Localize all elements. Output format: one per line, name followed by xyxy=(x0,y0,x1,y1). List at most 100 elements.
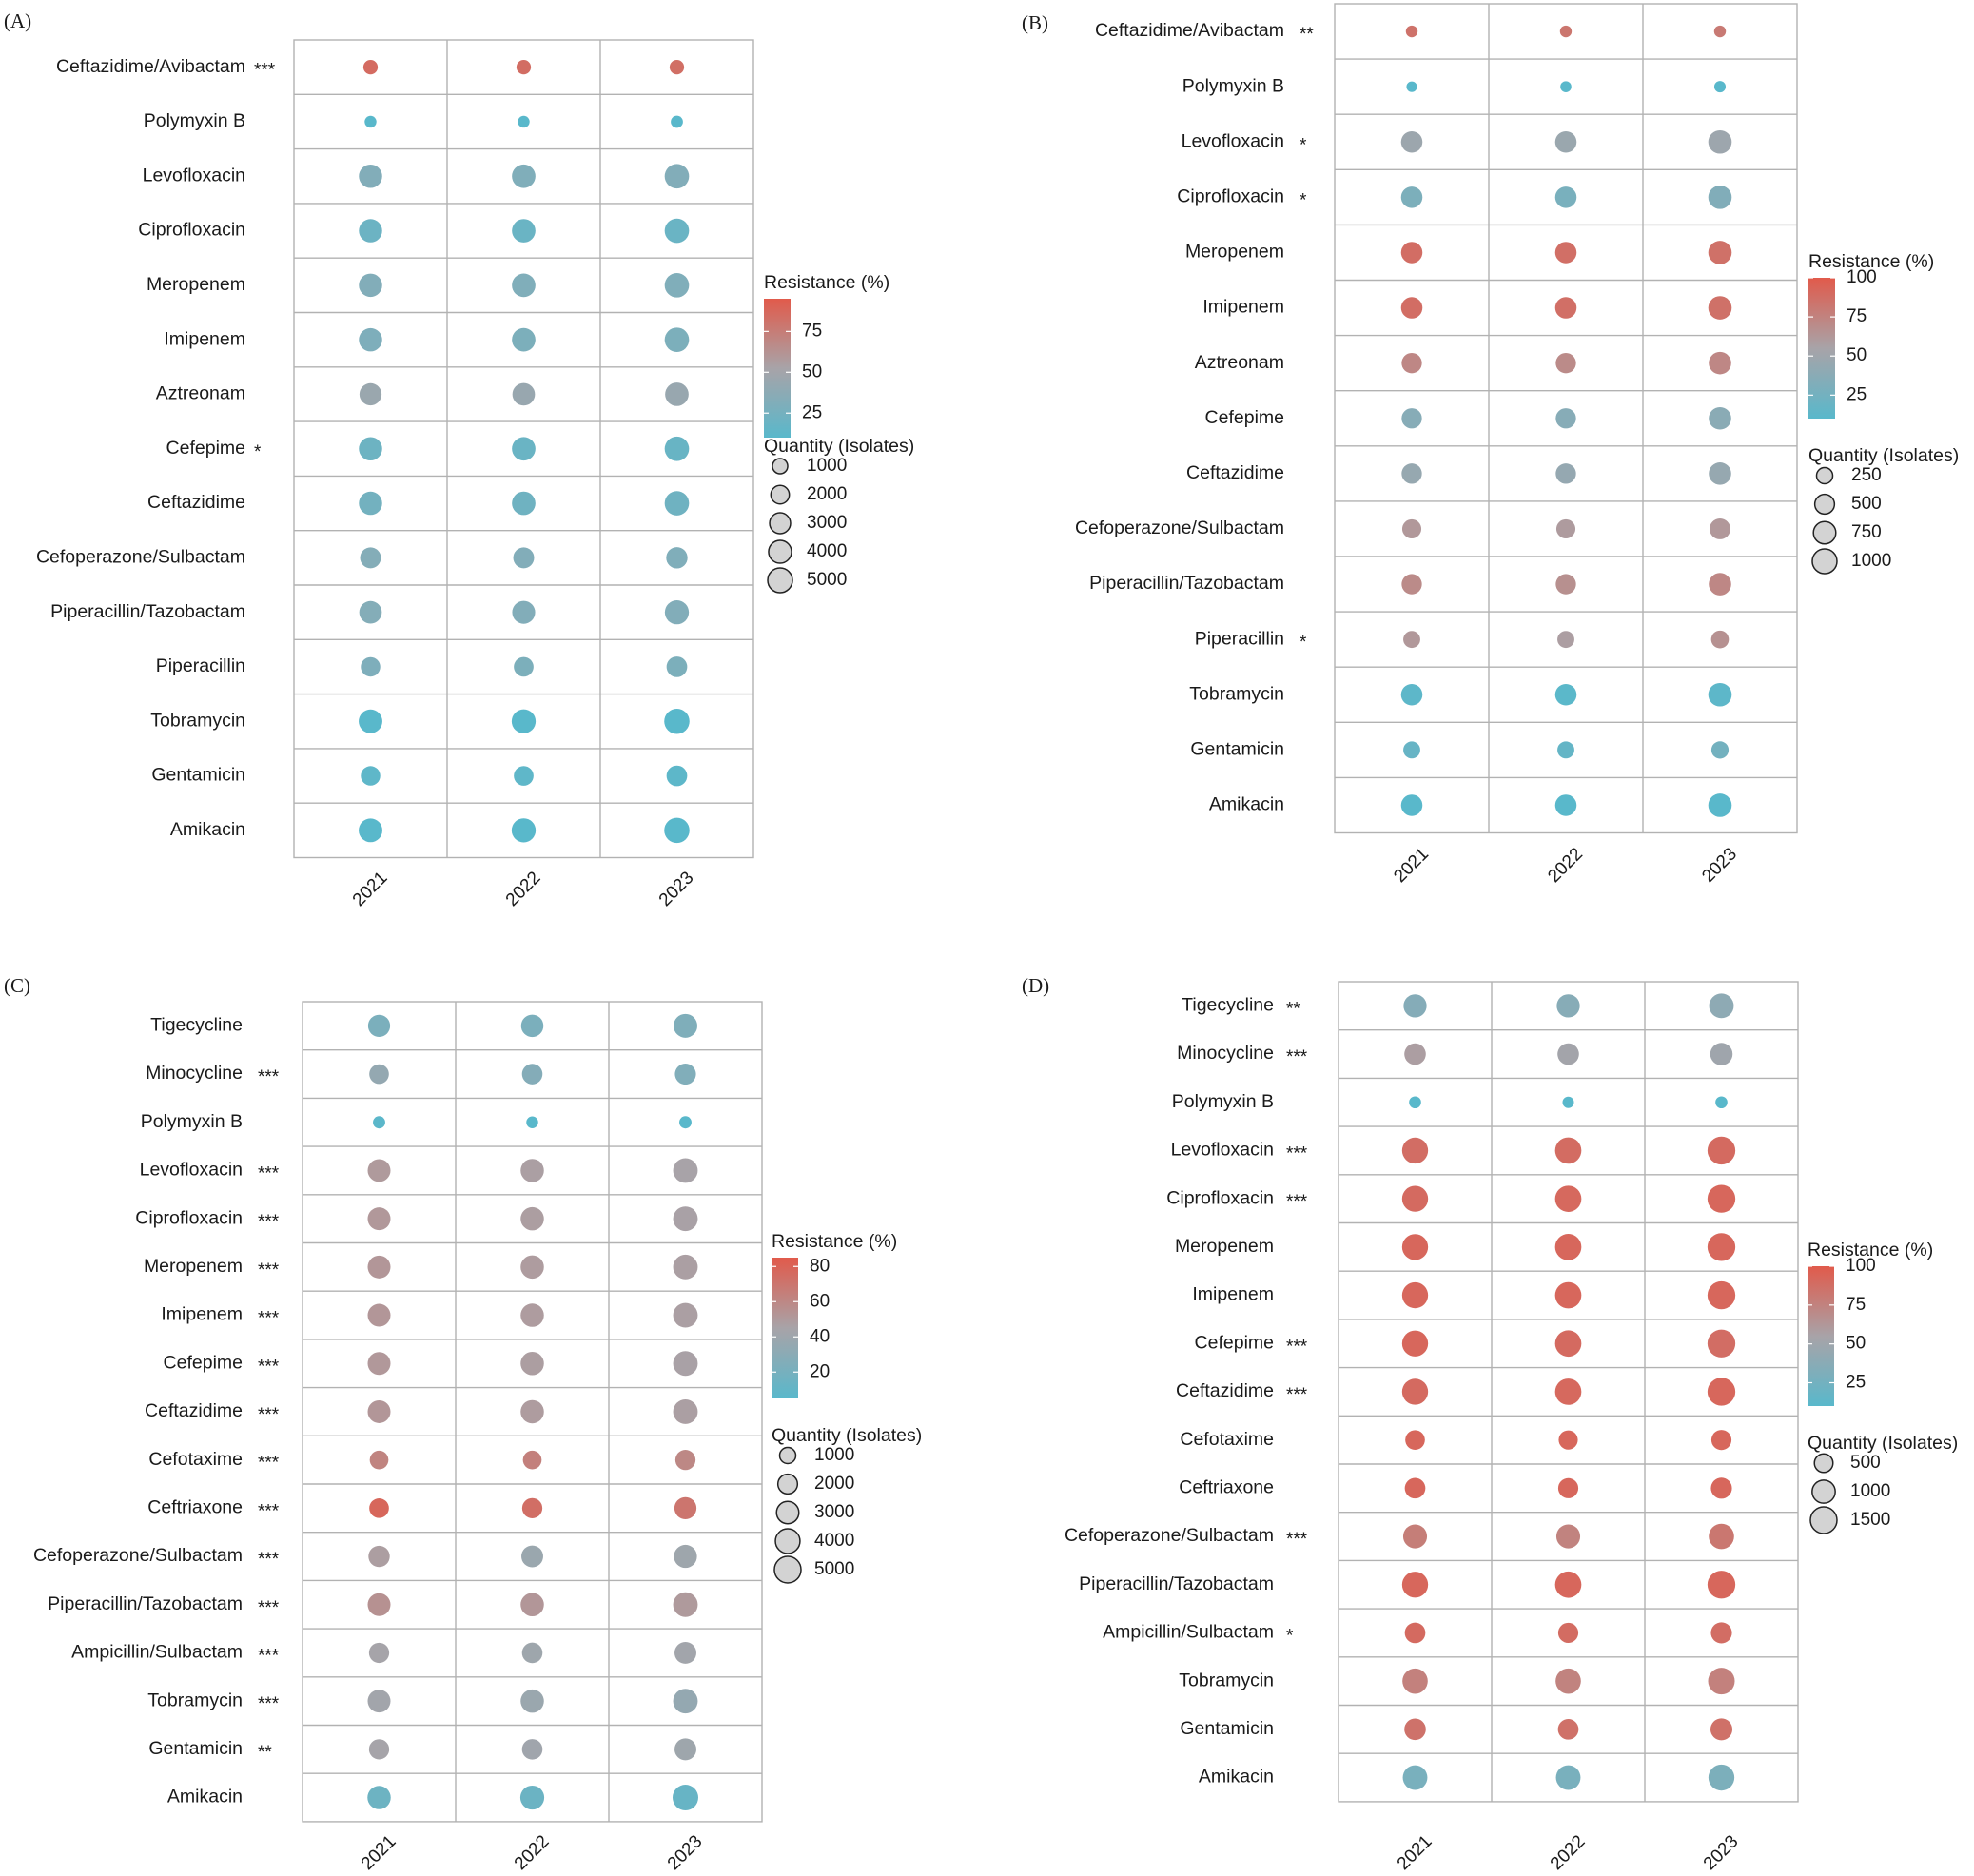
drug-label: Aztreonam xyxy=(156,383,245,404)
data-point xyxy=(514,656,534,677)
data-point xyxy=(673,1689,698,1714)
drug-label: Cefoperazone/Sulbactam xyxy=(1065,1525,1274,1546)
significance-stars: *** xyxy=(1286,1530,1308,1550)
data-point xyxy=(1710,1043,1733,1065)
x-tick-label: 2023 xyxy=(655,868,698,910)
drug-label: Ampicillin/Sulbactam xyxy=(71,1642,243,1663)
drug-label: Levofloxacin xyxy=(140,1160,243,1181)
data-point xyxy=(359,437,382,460)
data-point xyxy=(1707,1571,1736,1599)
data-point xyxy=(1707,1378,1736,1406)
data-point xyxy=(1555,1765,1581,1790)
data-point xyxy=(1713,81,1727,93)
data-point xyxy=(519,1785,545,1810)
panel-a: (A) Ceftazidime/Avibactam *** Polymyxin B Le… xyxy=(4,10,914,910)
data-point xyxy=(1710,1718,1733,1741)
panel-label: (A) xyxy=(4,10,31,32)
significance-stars: *** xyxy=(1286,1385,1308,1405)
drug-label: Piperacillin/Tazobactam xyxy=(50,601,245,622)
data-point xyxy=(1710,1622,1732,1644)
data-point xyxy=(673,1399,698,1424)
color-legend-label: 25 xyxy=(1846,1373,1866,1393)
data-point xyxy=(1402,1668,1428,1694)
data-point xyxy=(666,765,688,787)
data-point xyxy=(512,600,536,624)
size-legend-label: 2000 xyxy=(814,1474,854,1494)
data-point xyxy=(1709,351,1731,375)
drug-label: Levofloxacin xyxy=(1171,1140,1274,1161)
data-point xyxy=(361,766,381,786)
data-point xyxy=(1555,1524,1581,1549)
drug-label: Tobramycin xyxy=(1189,683,1284,704)
color-legend-label: 75 xyxy=(1847,306,1867,326)
size-legend-label: 750 xyxy=(1851,522,1882,542)
drug-label: Ciprofloxacin xyxy=(1177,186,1284,207)
data-point xyxy=(512,491,536,516)
data-point xyxy=(367,1593,391,1616)
data-point xyxy=(664,600,690,625)
drug-label: Piperacillin/Tazobactam xyxy=(48,1593,243,1614)
drug-label: Ceftriaxone xyxy=(1179,1477,1274,1498)
drug-label: Cefepime xyxy=(166,438,245,459)
data-point xyxy=(1404,1477,1426,1499)
data-point xyxy=(521,1739,543,1760)
data-point xyxy=(1402,1524,1428,1549)
data-point xyxy=(1709,1523,1734,1550)
color-legend-label: 100 xyxy=(1846,1256,1876,1276)
data-point xyxy=(1708,129,1732,154)
significance-stars: *** xyxy=(258,1309,280,1329)
data-point xyxy=(1709,573,1731,596)
data-point xyxy=(1708,241,1732,264)
data-point xyxy=(1554,1281,1582,1309)
data-point xyxy=(1558,1430,1578,1450)
data-point xyxy=(673,1592,698,1617)
panel-label: (C) xyxy=(4,974,30,997)
size-legend-circle xyxy=(775,1500,800,1525)
data-point xyxy=(360,547,381,569)
significance-stars: *** xyxy=(258,1067,280,1087)
data-point xyxy=(1554,242,1577,264)
data-point xyxy=(1554,683,1577,706)
data-point xyxy=(1560,81,1572,92)
data-point xyxy=(1555,574,1576,595)
significance-stars: *** xyxy=(258,1501,280,1521)
data-point xyxy=(1555,518,1576,538)
data-point xyxy=(1557,1622,1579,1644)
data-point xyxy=(1554,1330,1582,1358)
data-point xyxy=(1708,793,1732,817)
drug-label: Amikacin xyxy=(1199,1767,1274,1788)
data-point xyxy=(1707,1233,1736,1261)
x-tick-label: 2022 xyxy=(1547,1831,1590,1874)
significance-stars: *** xyxy=(258,1405,280,1425)
data-point xyxy=(1562,1096,1574,1108)
drug-label: Minocycline xyxy=(146,1063,243,1084)
data-point xyxy=(665,382,689,406)
size-legend-circle xyxy=(1811,548,1838,575)
drug-label: Tobramycin xyxy=(150,710,245,731)
size-legend-circle xyxy=(1813,1453,1834,1474)
data-point xyxy=(1401,574,1422,595)
data-point xyxy=(664,327,690,352)
size-legend-label: 1000 xyxy=(807,456,847,476)
x-tick-label: 2023 xyxy=(1700,1831,1743,1874)
data-point xyxy=(674,1063,696,1085)
data-point xyxy=(669,60,685,75)
data-point xyxy=(664,708,690,734)
data-point xyxy=(367,1303,391,1327)
drug-label: Cefoperazone/Sulbactam xyxy=(33,1545,243,1566)
drug-label: Piperacillin/Tazobactam xyxy=(1089,573,1284,594)
drug-label: Piperacillin/Tazobactam xyxy=(1079,1573,1274,1594)
data-point xyxy=(512,382,536,406)
data-point xyxy=(1402,1765,1428,1790)
data-point xyxy=(1710,1477,1732,1499)
drug-label: Gentamicin xyxy=(1180,1718,1274,1739)
data-point xyxy=(1554,297,1577,319)
size-legend-title: Quantity (Isolates) xyxy=(764,436,914,457)
data-point xyxy=(1403,994,1427,1018)
data-point xyxy=(664,218,690,244)
data-point xyxy=(367,1159,391,1182)
color-legend-label: 75 xyxy=(802,321,822,341)
significance-stars: *** xyxy=(258,1646,280,1666)
size-legend-title: Quantity (Isolates) xyxy=(1808,1433,1958,1454)
significance-stars: *** xyxy=(258,1694,280,1714)
